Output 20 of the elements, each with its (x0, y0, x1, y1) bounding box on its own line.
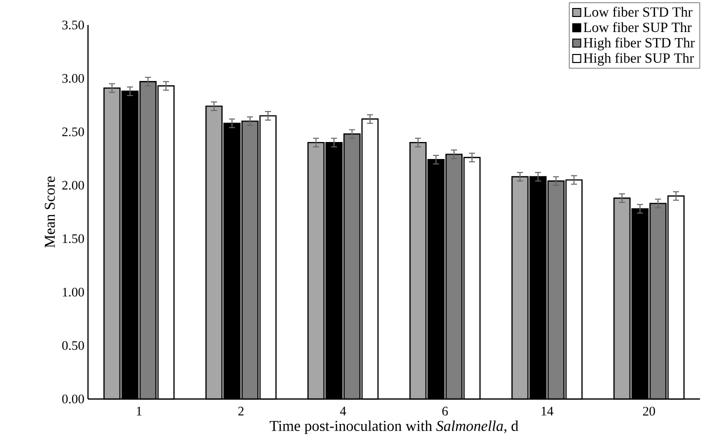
y-tick-label: 2.50 (62, 127, 84, 136)
x-tick-label: 20 (643, 406, 656, 416)
y-tick-label: 1.00 (62, 288, 84, 297)
legend-label: High fiber STD Thr (584, 37, 695, 50)
y-tick-label: 0.00 (62, 394, 84, 404)
y-tick-label: 3.50 (62, 20, 84, 30)
legend-label: Low fiber STD Thr (584, 6, 692, 17)
x-axis-title: Time post-inoculation with Salmonella, d (270, 420, 518, 434)
x-tick-label: 14 (542, 406, 554, 416)
y-axis-title: Mean Score (44, 176, 55, 248)
y-tick-label: 2.00 (62, 180, 84, 190)
x-tick-label: 4 (340, 406, 346, 416)
x-tick-label: 2 (238, 406, 244, 416)
y-tick-label: 3.00 (62, 74, 84, 83)
x-tick-label: 6 (442, 406, 448, 416)
legend-label: Low fiber SUP Thr (584, 22, 692, 32)
legend-label: High fiber SUP Thr (584, 52, 694, 66)
x-tick-label: 1 (136, 406, 142, 416)
y-tick-label: 0.50 (62, 341, 84, 350)
y-tick-label: 1.50 (62, 234, 84, 244)
